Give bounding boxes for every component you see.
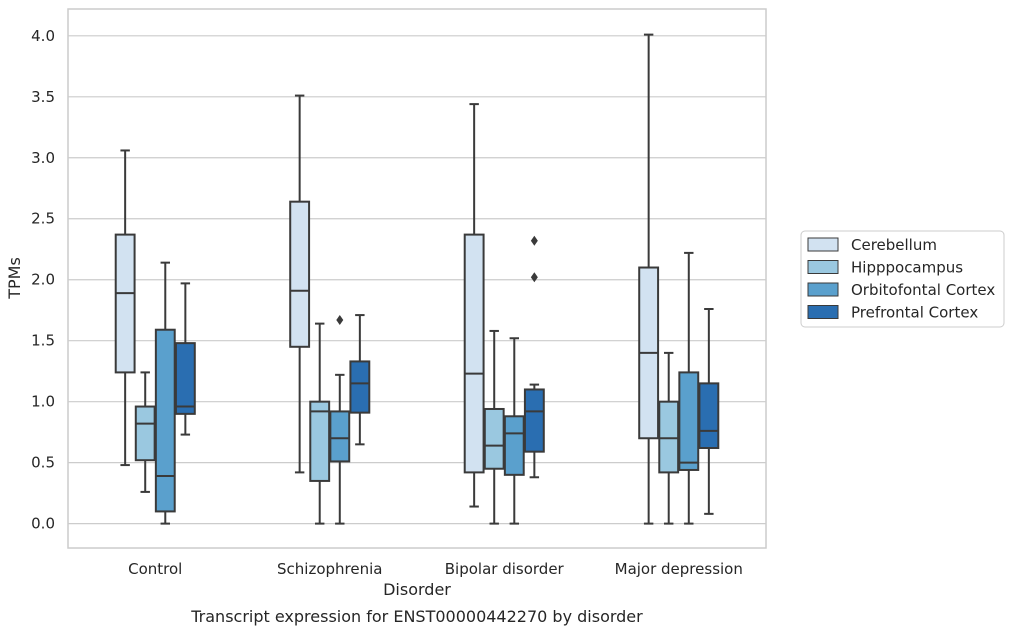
y-tick-label: 3.5 <box>31 88 55 106</box>
plot-frame <box>67 8 767 549</box>
box-iqr <box>658 400 680 474</box>
box-iqr <box>503 415 525 476</box>
x-tick-label: Major depression <box>615 560 743 578</box>
box-iqr <box>134 405 156 462</box>
box-iqr <box>523 388 545 453</box>
box-cerebellum <box>463 103 485 508</box>
box-hipppocampus <box>658 351 680 525</box>
category-group <box>638 33 720 525</box>
chart-caption: Transcript expression for ENST0000044227… <box>190 607 643 626</box>
box-iqr <box>289 200 311 348</box>
box-iqr <box>114 233 136 374</box>
outlier-point <box>530 235 538 246</box>
legend-swatch <box>807 282 839 297</box>
category-group <box>289 94 371 525</box>
y-tick-label: 1.5 <box>31 332 55 350</box>
legend-swatch <box>807 260 839 274</box>
box-iqr <box>154 328 176 513</box>
box-iqr <box>174 342 196 415</box>
y-tick-label: 0.5 <box>31 454 55 472</box>
box-iqr <box>329 410 351 463</box>
legend-swatch <box>807 305 839 319</box>
box-cerebellum <box>289 94 311 474</box>
x-tick-label: Control <box>128 560 182 578</box>
box-orbitofontal-cortex <box>503 337 525 525</box>
box-iqr <box>483 407 505 470</box>
legend-label: Prefrontal Cortex <box>851 304 978 322</box>
y-tick-label: 3.0 <box>31 149 55 167</box>
box-hipppocampus <box>483 329 505 525</box>
box-iqr <box>349 360 371 414</box>
legend-label: Hipppocampus <box>851 259 963 277</box>
x-axis-label: Disorder <box>383 580 451 599</box>
y-axis-label: TPMs <box>5 257 24 300</box>
box-prefrontal-cortex <box>174 282 196 436</box>
y-tick-label: 0.0 <box>31 515 55 533</box>
box-orbitofontal-cortex <box>678 251 700 525</box>
box-iqr <box>678 371 700 471</box>
legend-frame <box>800 230 1005 328</box>
box-groups <box>114 33 720 525</box>
box-orbitofontal-cortex <box>154 261 176 525</box>
box-cerebellum <box>114 149 136 467</box>
category-group <box>463 103 545 525</box>
x-tick-label: Bipolar disorder <box>445 560 565 578</box>
category-group <box>114 149 196 525</box>
y-tick-label: 2.5 <box>31 210 55 228</box>
box-iqr <box>309 400 331 482</box>
outlier-point <box>530 272 538 283</box>
x-axis-ticks: Control Schizophrenia Bipolar disorder Majo… <box>128 560 743 578</box>
box-prefrontal-cortex <box>698 307 720 515</box>
x-tick-label: Schizophrenia <box>277 560 382 578</box>
box-iqr <box>698 382 720 450</box>
box-iqr <box>463 233 485 474</box>
y-axis-ticks: 0.0 0.5 1.0 1.5 2.0 2.5 3.0 3.5 4.0 <box>31 27 55 533</box>
y-tick-label: 2.0 <box>31 271 55 289</box>
box-hipppocampus <box>309 322 331 525</box>
legend-label: Orbitofontal Cortex <box>851 281 995 299</box>
box-prefrontal-cortex <box>523 235 545 479</box>
box-hipppocampus <box>134 371 156 493</box>
box-prefrontal-cortex <box>349 314 371 446</box>
y-tick-label: 4.0 <box>31 27 55 45</box>
box-orbitofontal-cortex <box>329 314 351 525</box>
outlier-point <box>336 314 344 325</box>
legend: Cerebellum Hipppocampus Orbitofontal Corte… <box>800 230 1005 328</box>
legend-swatch <box>807 237 839 252</box>
legend-label: Cerebellum <box>851 236 937 254</box>
box-cerebellum <box>638 33 660 525</box>
y-tick-label: 1.0 <box>31 393 55 411</box>
